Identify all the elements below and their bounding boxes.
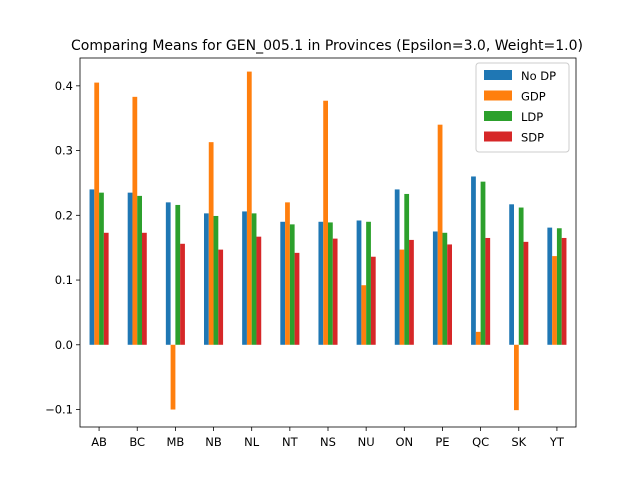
x-tick-label-ns: NS [320, 435, 336, 449]
bar-sdp-bc [142, 232, 147, 345]
bar-gdp-ns [323, 100, 328, 345]
bar-sdp-on [409, 239, 414, 345]
legend-frame [475, 62, 570, 153]
bar-gdp-nt [285, 202, 290, 345]
bar-ldp-pe [442, 232, 448, 345]
bar-sdp-nl [256, 236, 262, 345]
legend: No DP GDP LDP SDP [475, 62, 570, 153]
bar-gdp-sk [514, 344, 519, 411]
bar-sdp-sk [523, 241, 529, 345]
bar-gdp-nl [246, 71, 252, 345]
bar-gdp-ab [94, 82, 100, 345]
x-tick-label-nl: NL [244, 435, 260, 449]
x-tick-label-mb: MB [166, 435, 184, 449]
bar-no-dp-yt [547, 227, 553, 345]
bar-sdp-pe [447, 244, 452, 345]
y-tick-label: −0.1 [45, 403, 73, 417]
bar-no-dp-nu [356, 220, 362, 345]
x-tick-label-bc: BC [129, 435, 145, 449]
bar-ldp-on [404, 193, 410, 345]
chart-title: Comparing Means for GEN_005.1 in Provinc… [71, 38, 583, 54]
y-tick-label: 0.2 [55, 208, 73, 222]
bar-ldp-sk [518, 207, 524, 345]
bar-gdp-on [399, 249, 405, 345]
bar-ldp-yt [556, 228, 562, 345]
bar-gdp-mb [170, 344, 176, 410]
legend-swatch-ldp [484, 111, 512, 121]
bar-gdp-qc [475, 331, 481, 345]
legend-label-no-dp: No DP [521, 69, 556, 83]
bar-ldp-ns [328, 222, 333, 345]
x-tick-label-ab: AB [91, 435, 107, 449]
bar-gdp-nb [208, 142, 214, 345]
y-axis: −0.1 0.0 0.1 0.2 0.3 0.4 [45, 79, 80, 417]
x-tick-label-nt: NT [282, 435, 299, 449]
bar-ldp-qc [480, 181, 486, 345]
bar-sdp-ab [103, 232, 109, 345]
bar-no-dp-ns [318, 221, 324, 345]
bar-ldp-nu [366, 221, 371, 345]
legend-label-gdp: GDP [521, 90, 546, 104]
bar-sdp-nb [218, 249, 224, 345]
x-tick-label-nb: NB [205, 435, 222, 449]
x-tick-label-nu: NU [358, 435, 375, 449]
x-axis: AB BC MB NB NL NT NS NU ON PE QC SK YT [91, 427, 565, 449]
bar-sdp-yt [561, 237, 567, 345]
bar-sdp-ns [332, 238, 338, 345]
plot-frame [79, 57, 577, 428]
bar-ldp-mb [175, 204, 181, 345]
bar-sdp-qc [485, 237, 491, 345]
bar-no-dp-ab [89, 189, 95, 345]
legend-label-ldp: LDP [521, 110, 543, 124]
bar-sdp-mb [180, 243, 185, 345]
bar-no-dp-nt [280, 221, 286, 345]
y-tick-label: 0.4 [55, 79, 73, 93]
legend-label-sdp: SDP [521, 131, 544, 145]
x-tick-label-qc: QC [472, 435, 489, 449]
y-tick-label: 0.0 [55, 338, 73, 352]
x-tick-label-pe: PE [435, 435, 449, 449]
bar-no-dp-sk [509, 204, 514, 345]
bar-sdp-nu [370, 256, 376, 345]
bar-ldp-ab [99, 192, 104, 345]
bar-no-dp-qc [471, 176, 476, 345]
bar-gdp-nu [361, 285, 367, 345]
bar-no-dp-bc [127, 192, 133, 345]
bar-gdp-bc [132, 96, 138, 345]
bar-ldp-nb [213, 215, 219, 345]
bars-group [89, 71, 567, 411]
bar-no-dp-nb [204, 213, 209, 345]
bar-ldp-nt [289, 224, 295, 345]
bar-no-dp-mb [165, 202, 171, 345]
x-tick-label-sk: SK [511, 435, 526, 449]
y-tick-label: 0.1 [55, 273, 73, 287]
bar-ldp-nl [251, 213, 257, 345]
legend-swatch-gdp [484, 90, 512, 101]
bar-ldp-bc [137, 195, 142, 345]
bar-gdp-pe [437, 124, 443, 345]
bar-no-dp-nl [242, 211, 247, 345]
bar-no-dp-pe [432, 231, 438, 345]
legend-swatch-sdp [484, 131, 512, 142]
y-tick-label: 0.3 [55, 144, 73, 158]
x-tick-label-yt: YT [549, 435, 565, 449]
legend-swatch-no-dp [484, 70, 512, 80]
bar-sdp-nt [294, 252, 300, 345]
x-tick-label-on: ON [395, 435, 413, 449]
bar-no-dp-on [394, 189, 400, 345]
bar-gdp-yt [552, 256, 557, 345]
